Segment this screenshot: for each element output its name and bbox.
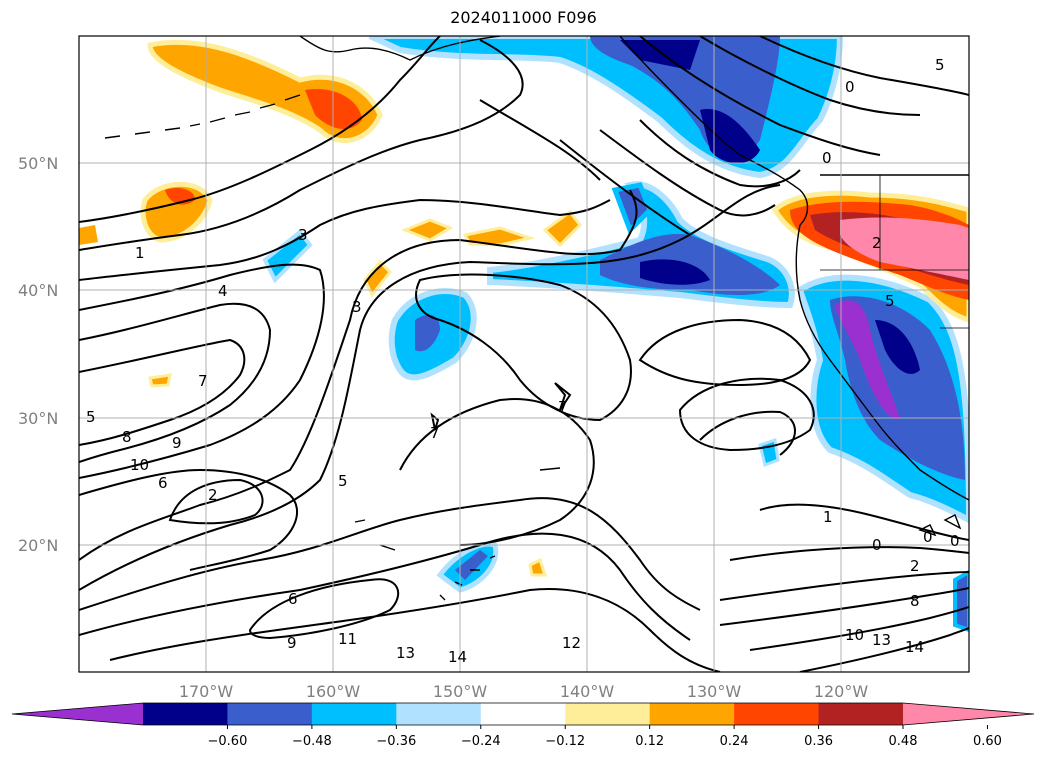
colorbar-segment [227, 703, 313, 725]
lat-axis: 50°N 40°N 30°N 20°N [18, 154, 58, 555]
lon-label: 120°W [814, 682, 869, 701]
colorbar-extend-low [12, 703, 143, 725]
contour-label: 3 [298, 226, 308, 244]
contour-label: 14 [905, 638, 924, 656]
lat-label: 30°N [18, 409, 58, 428]
colorbar-tick-label: −0.12 [545, 734, 585, 749]
colorbar-tick-label: 0.24 [720, 734, 749, 749]
coastline-layer [104, 36, 969, 601]
colorbar-segment [734, 703, 820, 725]
colorbar: −0.60 −0.48 −0.36 −0.24 −0.12 0.12 0.24 0.36 0.4… [11, 702, 1035, 749]
contour-label: 1 [135, 244, 145, 262]
contour-label: 0 [822, 149, 832, 167]
contour-label: 3 [352, 298, 362, 316]
lon-label: 130°W [687, 682, 742, 701]
lon-label: 160°W [306, 682, 361, 701]
shade-west-warm [79, 225, 98, 245]
colorbar-segment [396, 703, 482, 725]
aleutian-chain [104, 94, 301, 139]
baja-islands [918, 514, 962, 537]
contour-label: 7 [198, 372, 208, 390]
contour-label: 11 [338, 630, 357, 648]
plot-frame [78, 35, 970, 673]
contour-label: 2 [208, 486, 218, 504]
bc-coast [619, 36, 809, 226]
contour-label: 4 [218, 282, 228, 300]
contour-label: 2 [872, 234, 882, 252]
contour-label: 0 [923, 528, 933, 546]
contour-label: 10 [130, 456, 149, 474]
contour-label: 14 [448, 648, 467, 666]
colorbar-segment [143, 703, 228, 725]
colorbar-tick-label: −0.60 [208, 734, 248, 749]
colorbar-segment [649, 703, 735, 725]
contour-label: 6 [158, 474, 168, 492]
colorbar-tick-label: 0.60 [973, 734, 1002, 749]
contour-layer [79, 36, 969, 672]
contour-label: 13 [396, 644, 415, 662]
lat-label: 50°N [18, 154, 58, 173]
lat-label: 20°N [18, 536, 58, 555]
shade-pnw-pink [840, 217, 969, 280]
contour-label: 7 [430, 424, 440, 442]
contour-label: 7 [558, 398, 568, 416]
gridlines [79, 36, 969, 672]
colorbar-segment [311, 703, 397, 725]
contour-label: 1 [823, 508, 833, 526]
colorbar-outline [11, 702, 1035, 726]
colorbar-tick-label: −0.48 [292, 734, 332, 749]
contour-label: 5 [935, 56, 945, 74]
contour-label: 2 [910, 557, 920, 575]
colorbar-tick-label: 0.12 [635, 734, 664, 749]
colorbar-tick-label: 0.48 [889, 734, 918, 749]
contour-label: 5 [86, 408, 96, 426]
colorbar-tick-label: 0.36 [804, 734, 833, 749]
contour-label: 9 [172, 434, 182, 452]
contour-label: 0 [872, 536, 882, 554]
colorbar-tick-label: −0.24 [461, 734, 501, 749]
colorbar-tick-label: −0.36 [376, 734, 416, 749]
contour-label: 8 [910, 592, 920, 610]
lon-label: 170°W [179, 682, 234, 701]
hawaii-islands [439, 555, 496, 601]
map-plot-area: 1 4 3 3 7 7 7 5 8 9 10 6 2 5 6 9 11 13 1… [79, 36, 969, 672]
contour-label: 9 [287, 634, 297, 652]
lon-axis: 170°W 160°W 150°W 140°W 130°W 120°W [179, 682, 869, 701]
colorbar-segment [818, 703, 904, 725]
contour-label: 8 [122, 428, 132, 446]
colorbar-extend-high [903, 703, 1034, 725]
contour-label: 0 [950, 532, 960, 550]
contour-label: 6 [288, 590, 298, 608]
contour-labels: 1 4 3 3 7 7 7 5 8 9 10 6 2 5 6 9 11 13 1… [86, 56, 960, 666]
contour-label: 10 [845, 626, 864, 644]
lon-label: 150°W [433, 682, 488, 701]
colorbar-segment [480, 703, 566, 725]
us-west-coast [795, 224, 969, 501]
contour-label: 13 [872, 631, 891, 649]
colorbar-segment [565, 703, 651, 725]
contour-label: 5 [338, 472, 348, 490]
lon-label: 140°W [560, 682, 615, 701]
lat-label: 40°N [18, 281, 58, 300]
contour-label: 5 [885, 292, 895, 310]
contour-label: 12 [562, 634, 581, 652]
alaska-coast [299, 36, 501, 61]
contour-label: 0 [845, 78, 855, 96]
map-title: 2024011000 F096 [450, 8, 597, 27]
